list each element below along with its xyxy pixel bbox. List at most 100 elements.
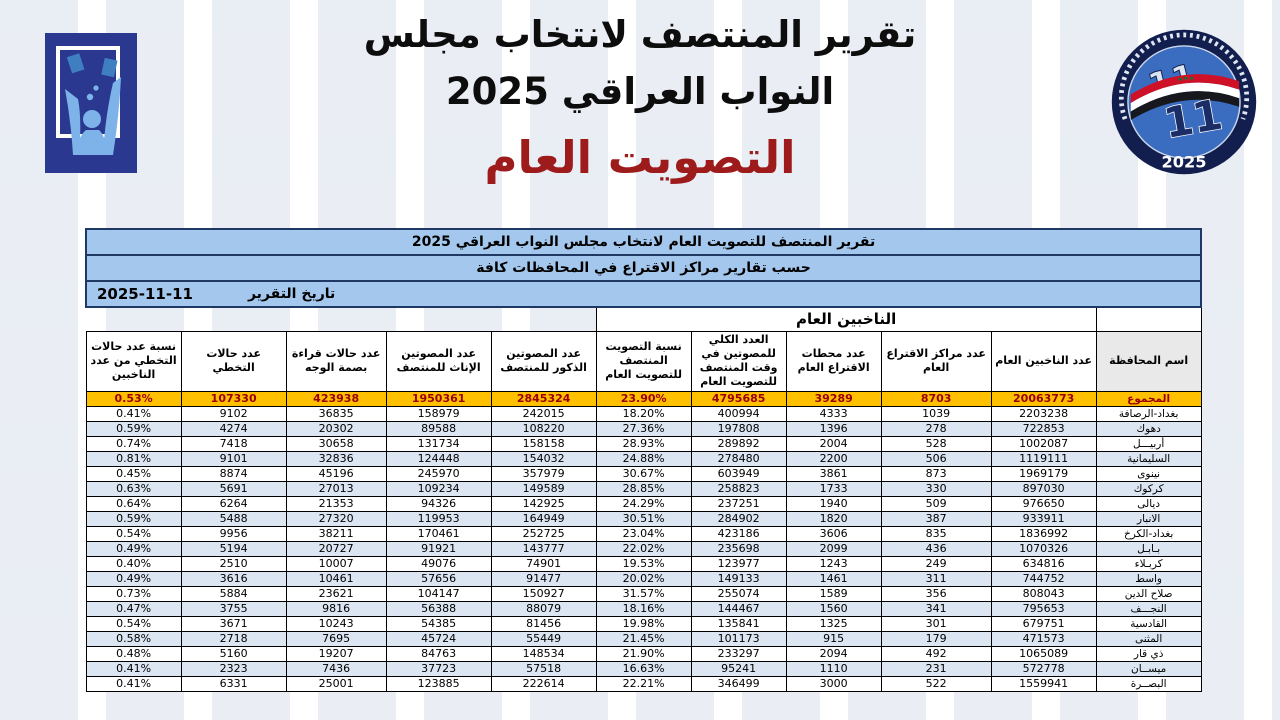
value-cell: 873 [880, 465, 992, 482]
value-cell: 722853 [990, 420, 1097, 437]
value-cell: 2323 [180, 660, 287, 677]
table-row: ميســان 572778 231 1110 95241 16.63% 57518 3772… [85, 660, 1202, 677]
value-cell: 356 [880, 585, 992, 602]
value-cell: 679751 [990, 615, 1097, 632]
table-row: دهوك 722853 278 1396 197808 27.36% 108220 89588… [85, 420, 1202, 437]
table-row: القادسية 679751 301 1325 135841 19.98% 81456 54… [85, 615, 1202, 632]
table-row: نينوى 1969179 873 3861 603949 30.67% 357979 245… [85, 465, 1202, 482]
value-cell: 9956 [180, 525, 287, 542]
table-row: واسط 744752 311 1461 149133 20.02% 91477 57656 1… [85, 570, 1202, 587]
ihec-logo [45, 33, 137, 177]
value-cell: 4795685 [690, 390, 787, 407]
report-table: تقرير المنتصف للتصويت العام لانتخاب مجلس… [84, 228, 1203, 692]
column-header: عدد مراكز الاقتراع العام [880, 330, 992, 392]
page-header: تقرير المنتصف لانتخاب مجلس النواب العراق… [0, 0, 1280, 215]
governorate-cell: واسط [1095, 570, 1202, 587]
value-cell: 149589 [490, 480, 597, 497]
value-cell: 0.41% [85, 660, 182, 677]
value-cell: 289892 [690, 435, 787, 452]
value-cell: 0.54% [85, 615, 182, 632]
value-cell: 522 [880, 675, 992, 692]
value-cell: 27320 [285, 510, 387, 527]
column-header: عدد المصوتين الذكور للمنتصف [490, 330, 597, 392]
value-cell: 170461 [385, 525, 492, 542]
value-cell: 603949 [690, 465, 787, 482]
value-cell: 158979 [385, 405, 492, 422]
value-cell: 0.53% [85, 390, 182, 407]
value-cell: 3606 [785, 525, 882, 542]
value-cell: 249 [880, 555, 992, 572]
value-cell: 16.63% [595, 660, 692, 677]
value-cell: 45196 [285, 465, 387, 482]
value-cell: 179 [880, 630, 992, 647]
value-cell: 3671 [180, 615, 287, 632]
value-cell: 57656 [385, 570, 492, 587]
value-cell: 933911 [990, 510, 1097, 527]
table-row: أربيـــل 1002087 528 2004 289892 28.93% 158158… [85, 435, 1202, 452]
svg-text:2025: 2025 [1162, 153, 1207, 172]
value-cell: 2510 [180, 555, 287, 572]
value-cell: 423186 [690, 525, 787, 542]
value-cell: 9101 [180, 450, 287, 467]
column-header: نسبة عدد حالات التخطي من عدد الناخبين [85, 330, 182, 392]
governorate-cell: ذي قار [1095, 645, 1202, 662]
table-subtitle: حسب تقارير مراكز الاقتراع في المحافظات ك… [84, 254, 1203, 282]
governorate-cell: القادسية [1095, 615, 1202, 632]
value-cell: 20302 [285, 420, 387, 437]
value-cell: 19.53% [595, 555, 692, 572]
value-cell: 2200 [785, 450, 882, 467]
value-cell: 1119111 [990, 450, 1097, 467]
governorate-cell: أربيـــل [1095, 435, 1202, 452]
value-cell: 1461 [785, 570, 882, 587]
value-cell: 3000 [785, 675, 882, 692]
governorate-cell: صلاح الدين [1095, 585, 1202, 602]
column-header: عدد حالات التخطي [180, 330, 287, 392]
value-cell: 25001 [285, 675, 387, 692]
value-cell: 45724 [385, 630, 492, 647]
value-cell: 0.48% [85, 645, 182, 662]
value-cell: 22.02% [595, 540, 692, 557]
value-cell: 0.63% [85, 480, 182, 497]
report-date-value: 2025-11-11 [97, 285, 193, 303]
value-cell: 7418 [180, 435, 287, 452]
governorate-cell: النجـــف [1095, 600, 1202, 617]
value-cell: 3616 [180, 570, 287, 587]
governorate-cell: المثنى [1095, 630, 1202, 647]
value-cell: 1560 [785, 600, 882, 617]
table-subtitle-row: حسب تقارير مراكز الاقتراع في المحافظات ك… [84, 254, 1203, 282]
value-cell: 55449 [490, 630, 597, 647]
table-title-row: تقرير المنتصف للتصويت العام لانتخاب مجلس… [84, 228, 1203, 256]
svg-text:11: 11 [1160, 90, 1226, 148]
page-title-line2: النواب العراقي 2025 [445, 70, 835, 114]
table-row: كربـلاء 634816 249 1243 123977 19.53% 74901 490… [85, 555, 1202, 572]
column-header: عدد محطات الاقتراع العام [785, 330, 882, 392]
value-cell: 0.58% [85, 630, 182, 647]
column-header-row: اسم المحافظة عدد الناخبين العام عدد مراكز … [85, 330, 1202, 392]
value-cell: 23.04% [595, 525, 692, 542]
value-cell: 23.90% [595, 390, 692, 407]
value-cell: 10007 [285, 555, 387, 572]
value-cell: 154032 [490, 450, 597, 467]
value-cell: 57518 [490, 660, 597, 677]
value-cell: 81456 [490, 615, 597, 632]
value-cell: 109234 [385, 480, 492, 497]
value-cell: 1039 [880, 405, 992, 422]
value-cell: 0.74% [85, 435, 182, 452]
value-cell: 94326 [385, 495, 492, 512]
value-cell: 9816 [285, 600, 387, 617]
value-cell: 278480 [690, 450, 787, 467]
value-cell: 242015 [490, 405, 597, 422]
value-cell: 2004 [785, 435, 882, 452]
value-cell: 4333 [785, 405, 882, 422]
value-cell: 436 [880, 540, 992, 557]
value-cell: 8874 [180, 465, 287, 482]
value-cell: 123977 [690, 555, 787, 572]
table-row: السليمانية 1119111 506 2200 278480 24.88% 1540… [85, 450, 1202, 467]
value-cell: 36835 [285, 405, 387, 422]
governorate-cell: نينوى [1095, 465, 1202, 482]
value-cell: 6331 [180, 675, 287, 692]
value-cell: 311 [880, 570, 992, 587]
value-cell: 10243 [285, 615, 387, 632]
governorate-cell: الانبار [1095, 510, 1202, 527]
page-title-line1: تقرير المنتصف لانتخاب مجلس [363, 13, 917, 56]
